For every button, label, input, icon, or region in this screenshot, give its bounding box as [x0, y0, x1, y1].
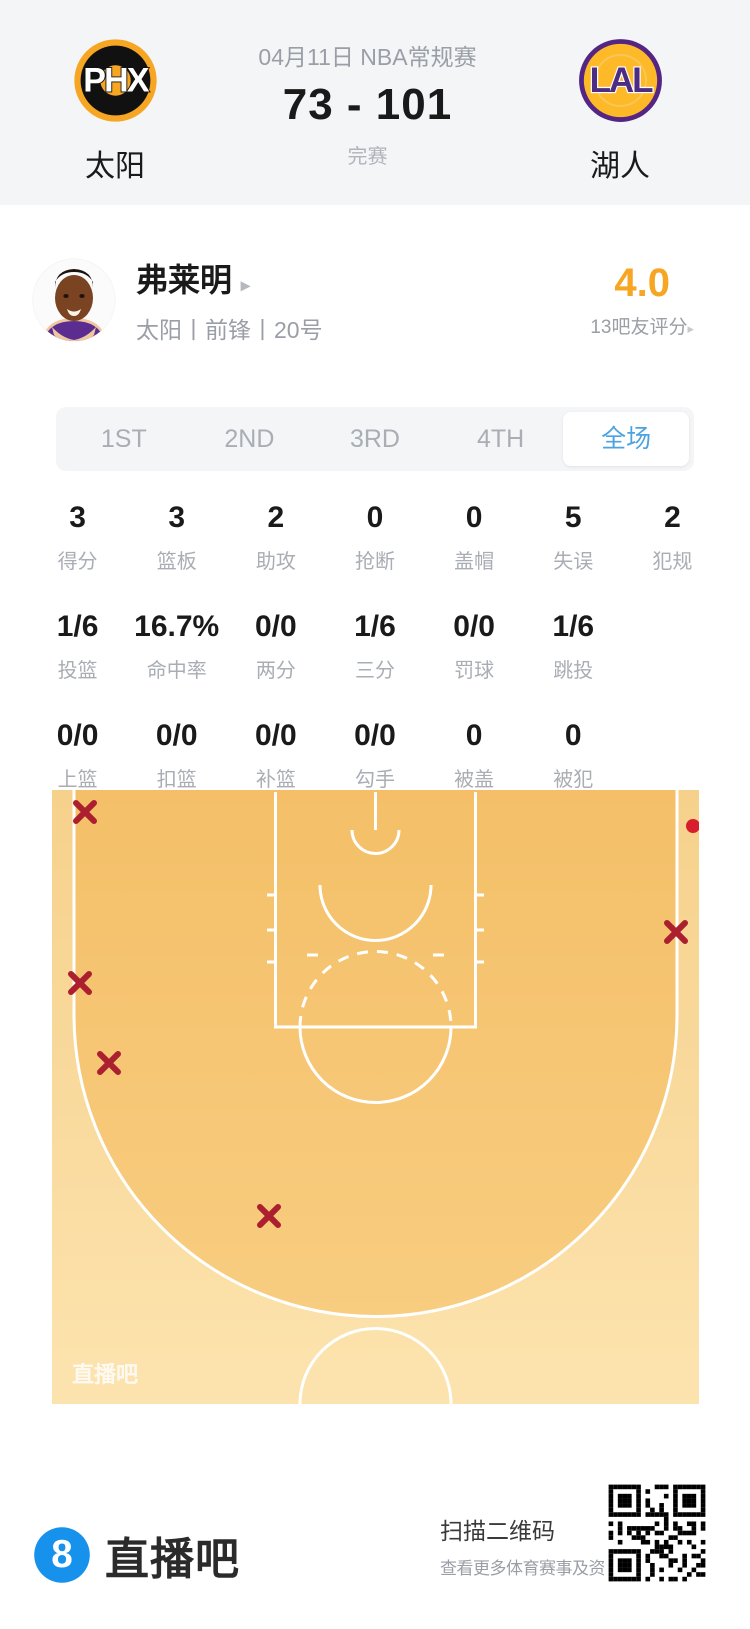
svg-text:8: 8: [51, 1533, 73, 1576]
svg-text:LAL: LAL: [589, 61, 652, 100]
svg-text:直播吧: 直播吧: [72, 1362, 138, 1387]
svg-text:PHX: PHX: [83, 62, 150, 100]
